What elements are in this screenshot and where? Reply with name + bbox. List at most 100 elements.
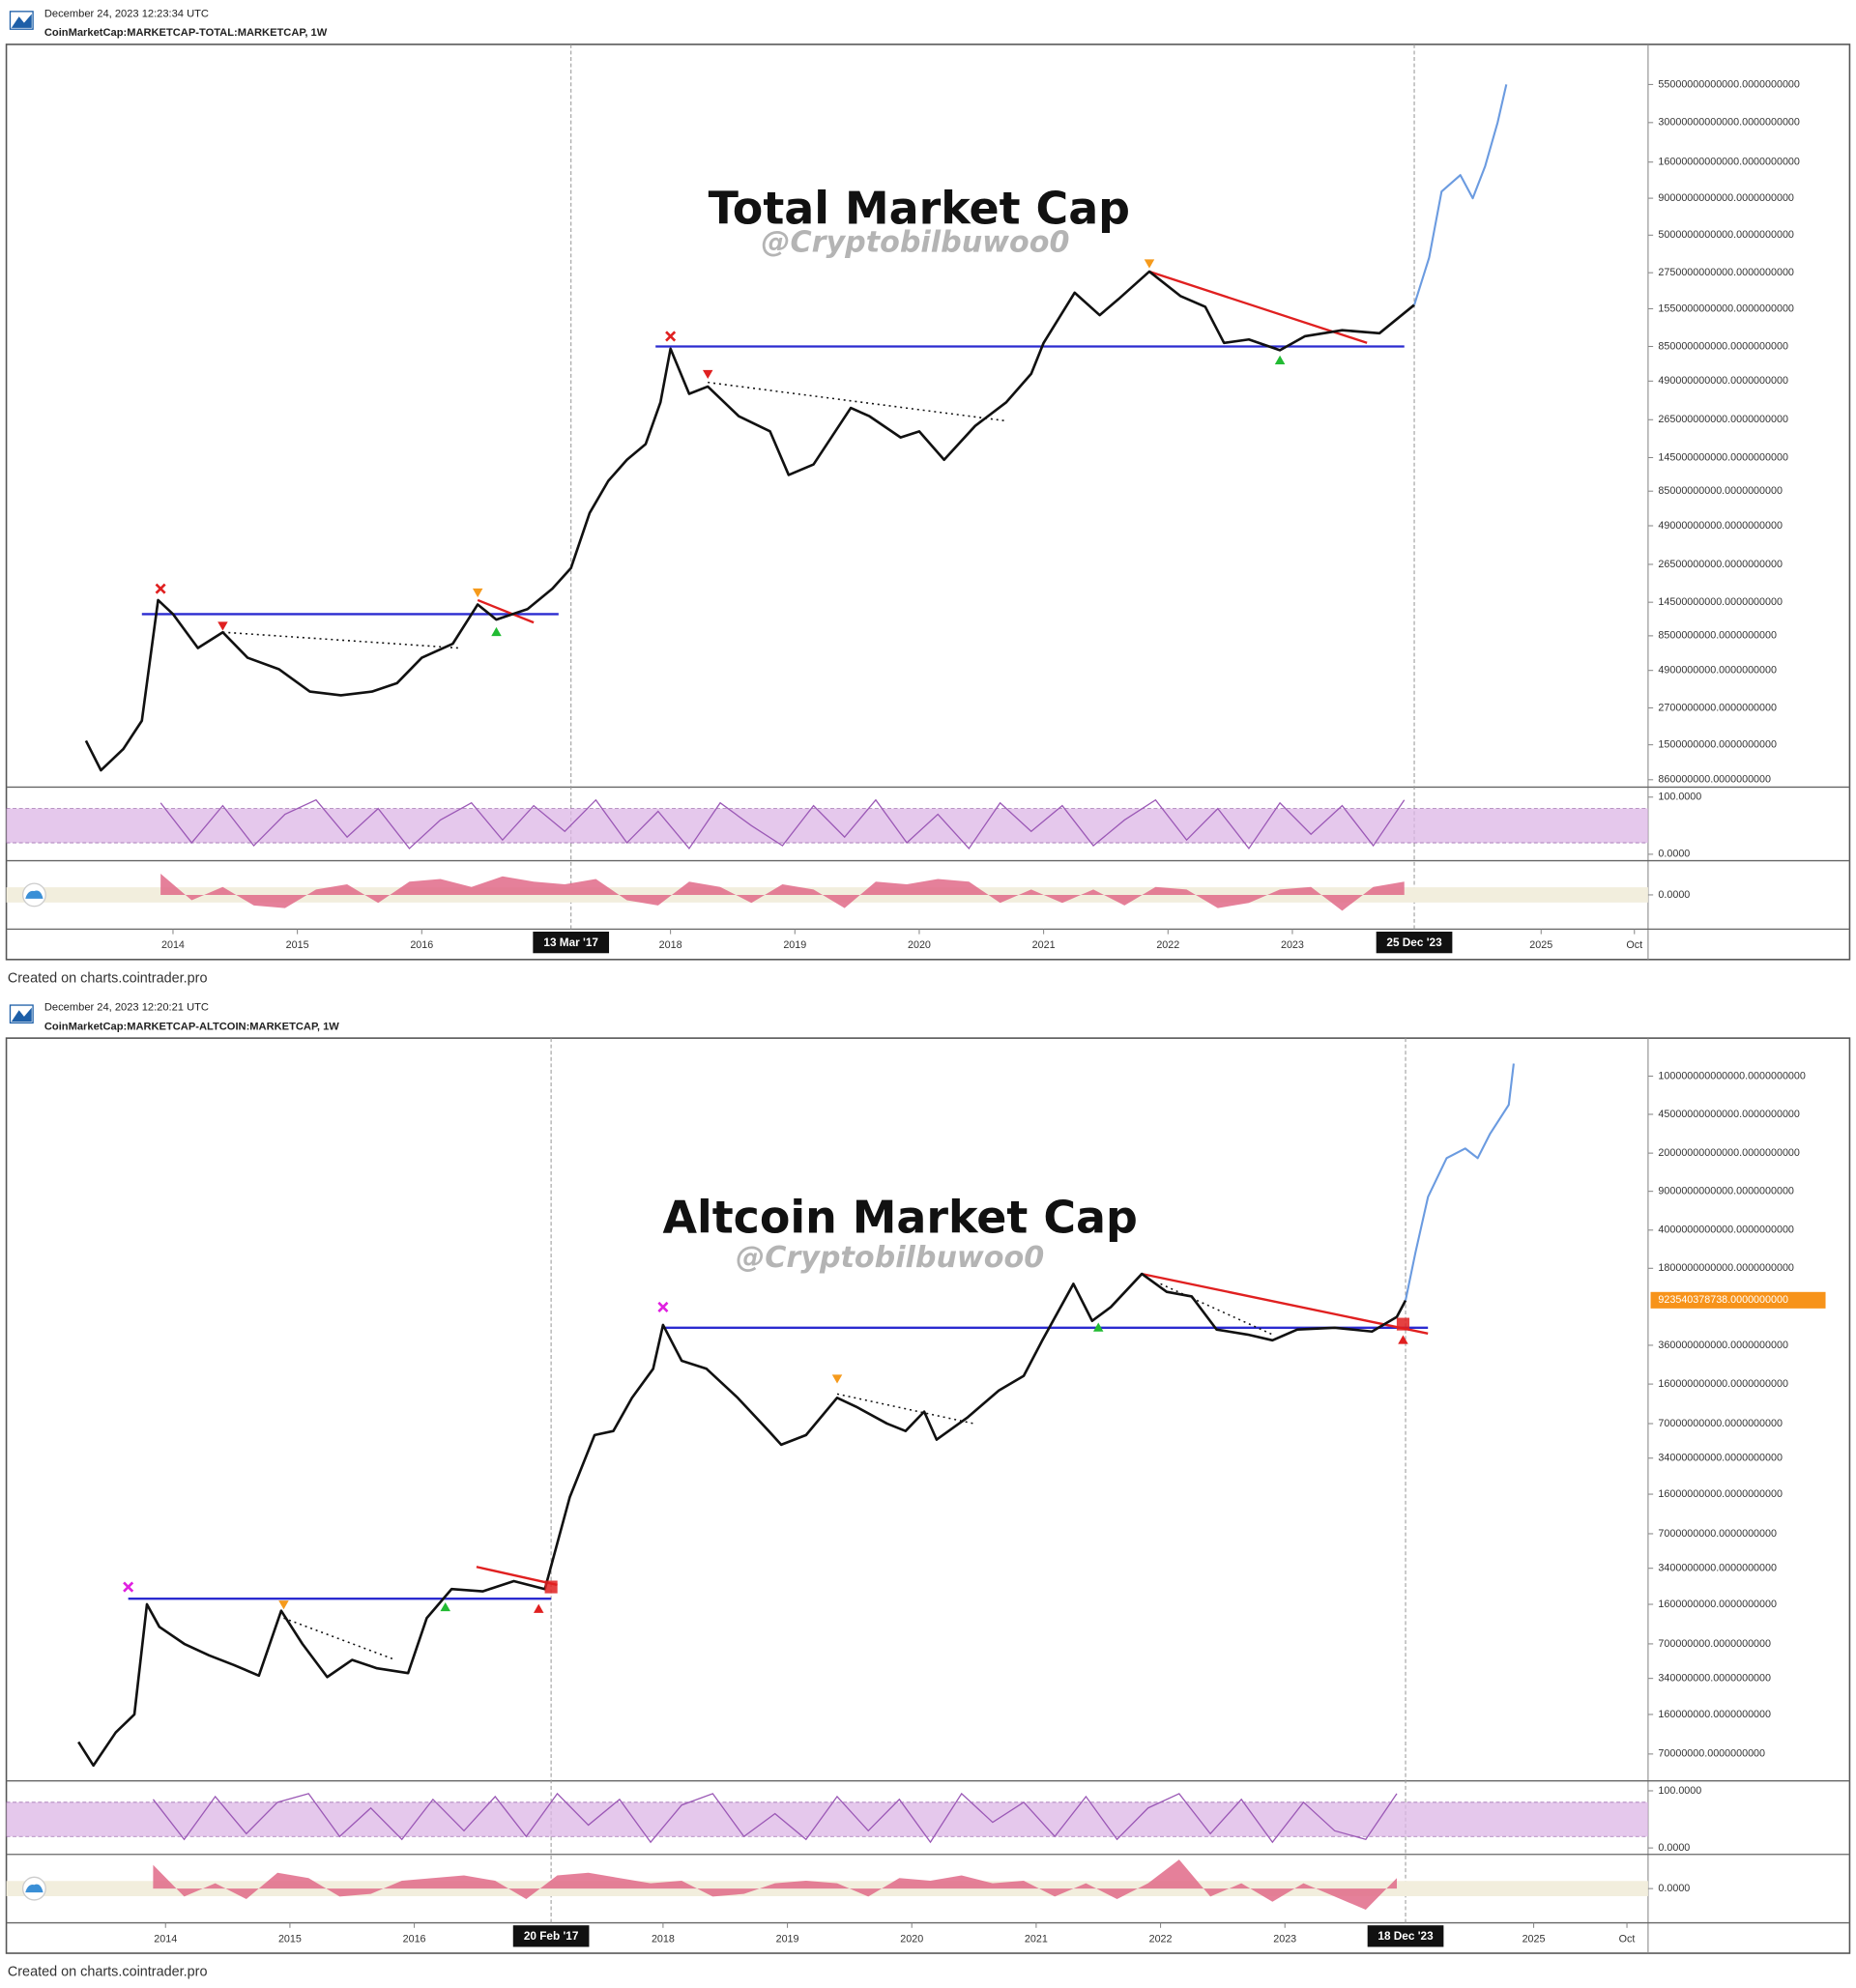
y-tick-label: 360000000000.0000000000 xyxy=(1658,1340,1788,1351)
footer: Created on charts.cointrader.pro xyxy=(8,970,208,986)
x-tick-label: 2020 xyxy=(908,939,931,951)
y-tick-label: 4900000000.0000000000 xyxy=(1658,665,1777,677)
x-tick-label: 2020 xyxy=(900,1933,923,1945)
chart-subtitle: @Cryptobilbuwoo0 xyxy=(736,1241,1044,1275)
y-tick-label: 14500000000.0000000000 xyxy=(1658,596,1783,608)
chart-title: Total Market Cap xyxy=(709,183,1130,235)
cursor-tag-label: 18 Dec '23 xyxy=(1378,1929,1434,1943)
y-tick-label: 55000000000000.0000000000 xyxy=(1658,78,1799,90)
y-tick-label: 9000000000000.0000000000 xyxy=(1658,1185,1794,1196)
cursor-tag-label: 25 Dec '23 xyxy=(1386,936,1442,949)
down-marker xyxy=(702,369,713,380)
y-tick-label: 20000000000000.0000000000 xyxy=(1658,1147,1799,1159)
x-tick-label: 2015 xyxy=(286,939,309,951)
y-tick-label: 490000000000.0000000000 xyxy=(1658,375,1788,387)
down-marker xyxy=(1144,259,1155,269)
price-tag-label: 923540378738.0000000000 xyxy=(1658,1294,1788,1306)
y-tick-label: 2700000000.0000000000 xyxy=(1658,702,1777,713)
stoch-tick-label: 0.0000 xyxy=(1658,1842,1690,1854)
cursor-tag-label: 13 Mar '17 xyxy=(543,936,598,949)
y-tick-label: 4000000000000.0000000000 xyxy=(1658,1224,1794,1236)
symbol: CoinMarketCap:MARKETCAP-TOTAL:MARKETCAP,… xyxy=(44,27,328,39)
y-tick-label: 16000000000.0000000000 xyxy=(1658,1488,1783,1500)
logo-mark xyxy=(11,1007,32,1023)
x-marker xyxy=(657,1301,669,1312)
pane-icon-cloud xyxy=(25,1884,44,1893)
y-tick-label: 100000000000000.0000000000 xyxy=(1658,1070,1805,1081)
chart-title: Altcoin Market Cap xyxy=(662,1191,1137,1243)
cursor-tag xyxy=(533,931,610,954)
trendline xyxy=(476,1566,558,1587)
price-line xyxy=(77,1272,1407,1768)
cursor-tag xyxy=(512,1925,590,1947)
momentum-area xyxy=(160,874,1405,911)
y-tick-label: 265000000000.0000000000 xyxy=(1658,414,1788,425)
y-tick-label: 34000000000.0000000000 xyxy=(1658,1453,1783,1464)
stoch-tick-label: 100.0000 xyxy=(1658,1785,1701,1797)
x-tick-label: 2016 xyxy=(403,1933,426,1945)
y-tick-label: 30000000000000.0000000000 xyxy=(1658,117,1799,129)
trendline xyxy=(477,598,535,624)
up-marker xyxy=(1398,1335,1408,1344)
up-marker xyxy=(1092,1322,1104,1332)
cursor-tag xyxy=(1367,1925,1444,1947)
x-marker xyxy=(155,583,166,594)
header-date: December 24, 2023 12:23:34 UTC xyxy=(44,8,209,19)
x-tick-label: 2016 xyxy=(410,939,433,951)
x-tick-label: 2025 xyxy=(1529,939,1552,951)
stoch-tick-label: 0.0000 xyxy=(1658,849,1690,860)
y-tick-label: 5000000000000.0000000000 xyxy=(1658,229,1794,241)
x-tick-label: 2023 xyxy=(1273,1933,1296,1945)
x-tick-label: 2022 xyxy=(1149,1933,1173,1945)
y-tick-label: 70000000.0000000000 xyxy=(1658,1748,1765,1760)
x-tick-label: 2019 xyxy=(783,939,806,951)
momentum-tick-label: 0.0000 xyxy=(1658,1883,1690,1894)
y-tick-label: 1550000000000.0000000000 xyxy=(1658,303,1794,314)
momentum-area xyxy=(153,1859,1398,1911)
x-marker xyxy=(123,1581,134,1593)
y-tick-label: 45000000000000.0000000000 xyxy=(1658,1109,1799,1120)
y-tick-label: 850000000000.0000000000 xyxy=(1658,340,1788,352)
logo-mark xyxy=(11,14,32,28)
header-date: December 24, 2023 12:20:21 UTC xyxy=(44,1002,209,1014)
y-tick-label: 1500000000.0000000000 xyxy=(1658,738,1777,750)
stoch-band xyxy=(6,1801,1648,1837)
x-tick-label: Oct xyxy=(1626,939,1642,951)
y-tick-label: 85000000000.0000000000 xyxy=(1658,485,1783,497)
price-line xyxy=(1413,84,1508,305)
x-tick-label: Oct xyxy=(1619,1933,1636,1945)
x-tick-label: 2018 xyxy=(652,1933,675,1945)
y-tick-label: 70000000000.0000000000 xyxy=(1658,1418,1783,1429)
y-tick-label: 160000000000.0000000000 xyxy=(1658,1378,1788,1390)
y-tick-label: 145000000000.0000000000 xyxy=(1658,451,1788,463)
x-tick-label: 2018 xyxy=(659,939,682,951)
footer: Created on charts.cointrader.pro xyxy=(8,1965,208,1980)
down-marker xyxy=(278,1600,289,1610)
price-line xyxy=(1405,1063,1515,1301)
x-tick-label: 2022 xyxy=(1156,939,1179,951)
square-marker xyxy=(1396,1317,1410,1331)
dotted-trendline xyxy=(836,1393,974,1425)
x-tick-label: 2019 xyxy=(776,1933,799,1945)
y-tick-label: 49000000000.0000000000 xyxy=(1658,520,1783,532)
up-marker xyxy=(440,1601,450,1612)
y-tick-label: 160000000.0000000000 xyxy=(1658,1709,1771,1720)
x-tick-label: 2015 xyxy=(278,1933,302,1945)
x-tick-label: 2025 xyxy=(1522,1933,1546,1945)
chart-subtitle: @Cryptobilbuwoo0 xyxy=(761,225,1069,259)
y-tick-label: 26500000000.0000000000 xyxy=(1658,559,1783,570)
y-tick-label: 860000000.0000000000 xyxy=(1658,774,1771,786)
stoch-line xyxy=(160,798,1406,850)
cursor-tag xyxy=(1376,931,1453,954)
y-tick-label: 1800000000000.0000000000 xyxy=(1658,1262,1794,1274)
x-tick-label: 2021 xyxy=(1025,1933,1048,1945)
y-tick-label: 700000000.0000000000 xyxy=(1658,1638,1771,1650)
y-tick-label: 2750000000000.0000000000 xyxy=(1658,267,1794,278)
cursor-tag-label: 20 Feb '17 xyxy=(524,1929,579,1943)
chart-frame xyxy=(5,43,1851,961)
x-tick-label: 2014 xyxy=(154,1933,177,1945)
symbol: CoinMarketCap:MARKETCAP-ALTCOIN:MARKETCA… xyxy=(44,1021,339,1032)
y-tick-label: 9000000000000.0000000000 xyxy=(1658,192,1794,204)
y-tick-label: 7000000000.0000000000 xyxy=(1658,1528,1777,1540)
x-tick-label: 2021 xyxy=(1032,939,1056,951)
